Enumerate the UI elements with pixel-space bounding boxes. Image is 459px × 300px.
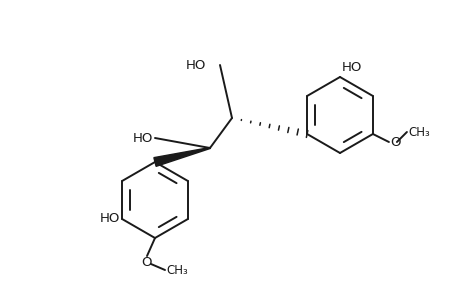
Text: O: O bbox=[141, 256, 152, 269]
Polygon shape bbox=[154, 148, 210, 166]
Text: HO: HO bbox=[132, 131, 153, 145]
Text: HO: HO bbox=[100, 212, 120, 226]
Text: CH₃: CH₃ bbox=[166, 263, 187, 277]
Text: HO: HO bbox=[341, 61, 362, 74]
Text: HO: HO bbox=[185, 58, 206, 71]
Text: O: O bbox=[389, 136, 399, 148]
Text: CH₃: CH₃ bbox=[407, 125, 429, 139]
